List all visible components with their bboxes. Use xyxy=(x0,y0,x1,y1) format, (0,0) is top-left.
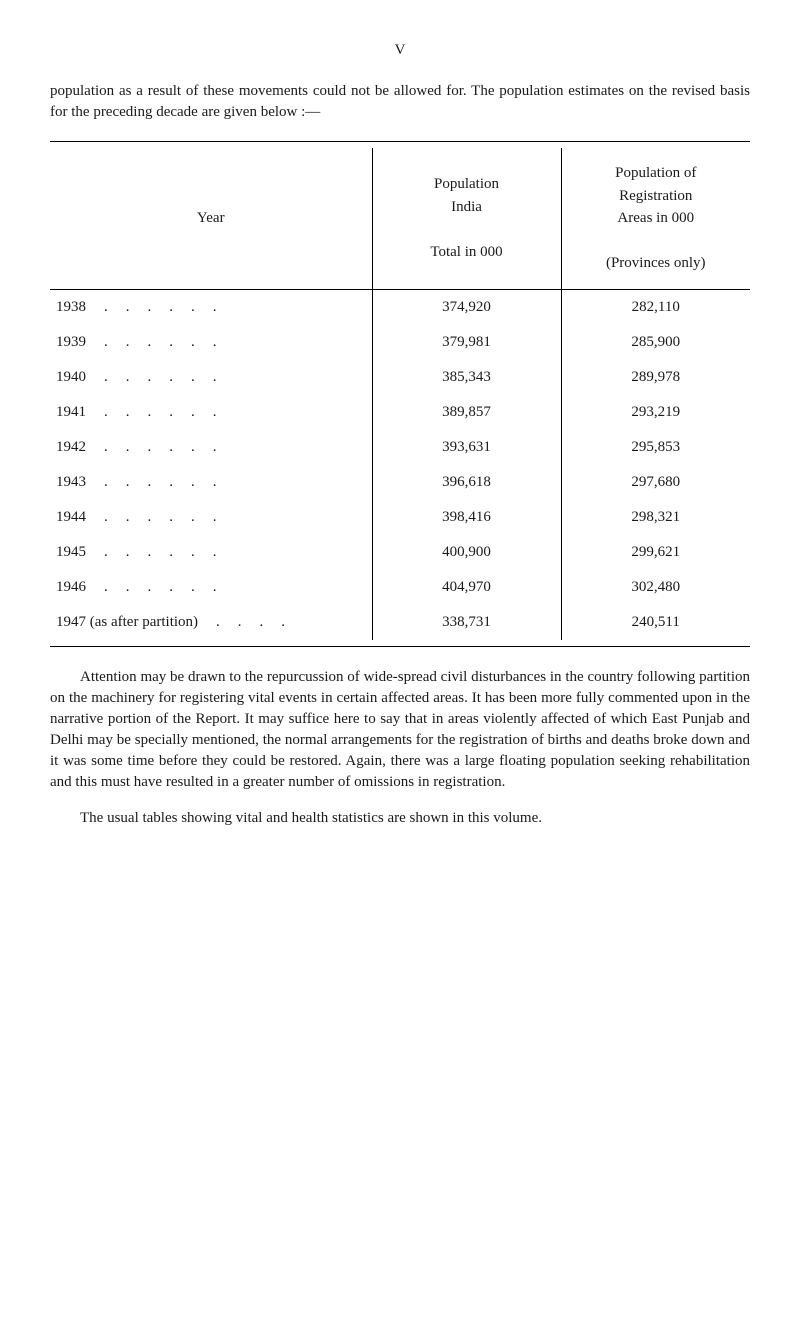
pop-india-cell: 398,416 xyxy=(372,500,561,535)
table-row: 1938......374,920282,110 xyxy=(50,290,750,325)
dot-leader: ...... xyxy=(86,369,235,385)
page-number: V xyxy=(50,40,750,61)
dot-leader: ...... xyxy=(86,334,235,350)
table-row: 1943......396,618297,680 xyxy=(50,465,750,500)
pop-reg-cell: 295,853 xyxy=(561,430,750,465)
year-cell: 1947 (as after partition).... xyxy=(50,605,372,640)
attention-paragraph: Attention may be drawn to the repurcussi… xyxy=(50,667,750,793)
dot-leader: ...... xyxy=(86,509,235,525)
table-row: 1941......389,857293,219 xyxy=(50,395,750,430)
table-header-row: Year Population India Total in 000 Popul… xyxy=(50,148,750,289)
col3-line2: Registration xyxy=(619,188,692,204)
pop-india-cell: 379,981 xyxy=(372,325,561,360)
intro-paragraph: population as a result of these movement… xyxy=(50,81,750,123)
col3-line3: Areas in 000 xyxy=(617,210,694,226)
pop-india-cell: 400,900 xyxy=(372,535,561,570)
pop-reg-cell: 298,321 xyxy=(561,500,750,535)
dot-leader: .... xyxy=(198,614,303,630)
population-table: Year Population India Total in 000 Popul… xyxy=(50,148,750,640)
year-cell: 1945...... xyxy=(50,535,372,570)
col3-line1: Population of xyxy=(615,165,696,181)
col2-line3: Total in 000 xyxy=(430,244,502,260)
usual-tables-paragraph: The usual tables showing vital and healt… xyxy=(50,808,750,829)
table-top-rule xyxy=(50,141,750,142)
table-row: 1945......400,900299,621 xyxy=(50,535,750,570)
pop-india-cell: 374,920 xyxy=(372,290,561,325)
pop-india-cell: 385,343 xyxy=(372,360,561,395)
year-cell: 1940...... xyxy=(50,360,372,395)
table-row: 1939......379,981285,900 xyxy=(50,325,750,360)
year-cell: 1946...... xyxy=(50,570,372,605)
dot-leader: ...... xyxy=(86,404,235,420)
pop-india-cell: 338,731 xyxy=(372,605,561,640)
col-header-pop-india: Population India Total in 000 xyxy=(372,148,561,289)
year-cell: 1943...... xyxy=(50,465,372,500)
year-cell: 1941...... xyxy=(50,395,372,430)
pop-reg-cell: 297,680 xyxy=(561,465,750,500)
pop-reg-cell: 299,621 xyxy=(561,535,750,570)
col3-line4: (Provinces only) xyxy=(606,255,706,271)
pop-reg-cell: 282,110 xyxy=(561,290,750,325)
col-header-year: Year xyxy=(50,148,372,289)
dot-leader: ...... xyxy=(86,474,235,490)
table-row: 1940......385,343289,978 xyxy=(50,360,750,395)
table-row: 1942......393,631295,853 xyxy=(50,430,750,465)
pop-india-cell: 393,631 xyxy=(372,430,561,465)
col-header-pop-reg: Population of Registration Areas in 000 … xyxy=(561,148,750,289)
col2-line2: India xyxy=(451,199,482,215)
dot-leader: ...... xyxy=(86,439,235,455)
pop-reg-cell: 293,219 xyxy=(561,395,750,430)
year-cell: 1938...... xyxy=(50,290,372,325)
pop-reg-cell: 302,480 xyxy=(561,570,750,605)
dot-leader: ...... xyxy=(86,579,235,595)
pop-reg-cell: 240,511 xyxy=(561,605,750,640)
year-cell: 1939...... xyxy=(50,325,372,360)
dot-leader: ...... xyxy=(86,299,235,315)
pop-reg-cell: 289,978 xyxy=(561,360,750,395)
table-bottom-rule xyxy=(50,646,750,647)
year-cell: 1942...... xyxy=(50,430,372,465)
table-row: 1946......404,970302,480 xyxy=(50,570,750,605)
dot-leader: ...... xyxy=(86,544,235,560)
year-cell: 1944...... xyxy=(50,500,372,535)
pop-india-cell: 396,618 xyxy=(372,465,561,500)
table-row: 1947 (as after partition)....338,731240,… xyxy=(50,605,750,640)
table-row: 1944......398,416298,321 xyxy=(50,500,750,535)
pop-india-cell: 404,970 xyxy=(372,570,561,605)
col2-line1: Population xyxy=(434,176,499,192)
pop-reg-cell: 285,900 xyxy=(561,325,750,360)
pop-india-cell: 389,857 xyxy=(372,395,561,430)
